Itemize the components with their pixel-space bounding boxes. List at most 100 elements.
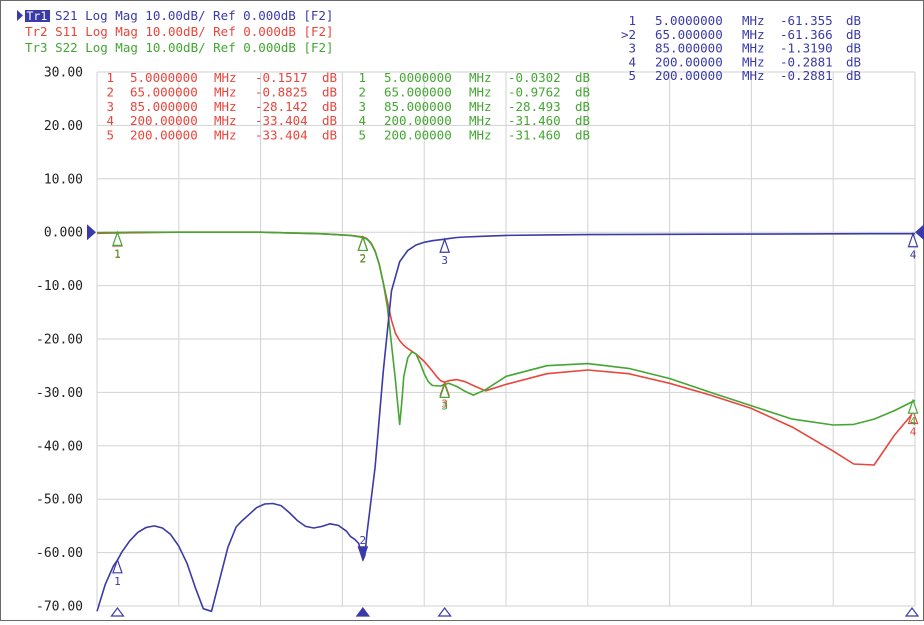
ref-level-left-arrow-icon xyxy=(87,224,96,241)
s21-marker-row-id: >2 xyxy=(621,27,636,42)
s22-marker-row-unit: MHz xyxy=(469,70,492,85)
s21-marker-row-freq: 200.00000 xyxy=(655,54,723,69)
marker-s22-3: 3 xyxy=(439,382,450,412)
trace-header-tr3[interactable]: Tr3 S22 Log Mag 10.00dB/ Ref 0.000dB [F2… xyxy=(25,40,334,55)
trace-header-block: Tr1 S21 Log Mag 10.00dB/ Ref 0.000dB [F2… xyxy=(17,8,334,55)
s11-marker-row-db: dB xyxy=(322,128,337,143)
s21-marker-row-value: -1.3190 xyxy=(780,41,833,56)
s11-marker-row-unit: MHz xyxy=(214,113,237,128)
s11-marker-row-unit: MHz xyxy=(214,128,237,143)
s11-marker-row-db: dB xyxy=(322,113,337,128)
s21-marker-row-value: -61.366 xyxy=(780,27,833,42)
s22-marker-row-value: -0.9762 xyxy=(508,84,561,99)
marker-3-label: 3 xyxy=(441,399,448,412)
s11-marker-row-db: dB xyxy=(322,99,337,114)
s21-marker-row-db: dB xyxy=(846,41,861,56)
s21-marker-row-id: 5 xyxy=(628,68,636,83)
marker-s21-3: 3 xyxy=(439,237,450,267)
marker-3-triangle-icon xyxy=(439,237,450,253)
marker-1-label: 1 xyxy=(114,575,121,588)
s11-marker-row-id: 3 xyxy=(106,99,114,114)
s21-marker-row-value: -61.355 xyxy=(780,13,833,28)
s22-marker-row-unit: MHz xyxy=(469,128,492,143)
marker-tables: 1 5.0000000 MHz -61.355 dB >2 65.000000 MHz -61.… xyxy=(106,13,861,143)
y-tick-label: -30.00 xyxy=(36,386,83,401)
marker-s22-4: 4 xyxy=(907,398,919,428)
s22-marker-row-value: -0.0302 xyxy=(508,70,561,85)
marker-2-triangle-icon xyxy=(357,546,369,562)
tr1-badge: Tr1 xyxy=(27,9,48,23)
s11-marker-row-id: 5 xyxy=(106,128,114,143)
s11-marker-row-id: 1 xyxy=(106,70,114,85)
s11-marker-row-freq: 200.00000 xyxy=(130,113,198,128)
s11-marker-row-freq: 200.00000 xyxy=(130,128,198,143)
s11-marker-row-value: -0.1517 xyxy=(255,70,308,85)
s22-marker-row-db: dB xyxy=(575,128,590,143)
marker-3-label: 3 xyxy=(441,254,448,267)
s21-marker-row-unit: MHz xyxy=(742,54,765,69)
s21-marker-row-freq: 200.00000 xyxy=(655,68,723,83)
s22-marker-row-db: dB xyxy=(575,113,590,128)
marker-4-triangle-icon xyxy=(907,231,919,248)
tr1-badge-box xyxy=(25,10,50,22)
trace-header-tr1[interactable]: Tr1 S21 Log Mag 10.00dB/ Ref 0.000dB [F2… xyxy=(17,8,333,23)
y-tick-label: 0.000 xyxy=(44,226,83,241)
stimulus-marker-icon xyxy=(437,607,452,617)
marker-2-label: 2 xyxy=(360,252,367,265)
y-tick-label: -40.00 xyxy=(36,439,83,454)
marker-2-label: 2 xyxy=(360,534,367,547)
s21-marker-row-unit: MHz xyxy=(742,41,765,56)
y-tick-label: 10.00 xyxy=(44,172,83,187)
marker-2-triangle-icon xyxy=(357,235,369,252)
s22-marker-row-unit: MHz xyxy=(469,99,492,114)
marker-s21-1: 1 xyxy=(112,558,123,588)
s11-marker-row-freq: 5.0000000 xyxy=(130,70,198,85)
s21-marker-row-freq: 5.0000000 xyxy=(655,13,723,28)
s21-marker-row-unit: MHz xyxy=(742,68,765,83)
s22-marker-row-id: 2 xyxy=(358,84,366,99)
marker-s22-1: 1 xyxy=(112,230,123,260)
ref-level-right-arrow-icon xyxy=(915,224,924,241)
s11-marker-row-id: 4 xyxy=(106,113,114,128)
s21-marker-row-freq: 85.000000 xyxy=(655,41,723,56)
s11-marker-row-value: -28.142 xyxy=(255,99,308,114)
s21-marker-row-unit: MHz xyxy=(742,27,765,42)
s21-marker-row-value: -0.2881 xyxy=(780,54,833,69)
s22-marker-row-freq: 200.00000 xyxy=(384,128,452,143)
s22-marker-row-id: 1 xyxy=(358,70,366,85)
s22-marker-row-id: 3 xyxy=(358,99,366,114)
s22-marker-row-db: dB xyxy=(575,70,590,85)
marker-4-label: 4 xyxy=(910,426,917,439)
s22-marker-row-id: 5 xyxy=(358,128,366,143)
s11-marker-row-db: dB xyxy=(322,70,337,85)
s11-marker-row-value: -0.8825 xyxy=(255,84,308,99)
s22-marker-row-db: dB xyxy=(575,84,590,99)
s11-marker-row-freq: 85.000000 xyxy=(130,99,198,114)
stimulus-marker-icon xyxy=(110,607,125,617)
y-tick-label: -70.00 xyxy=(36,600,83,615)
s11-marker-row-unit: MHz xyxy=(214,84,237,99)
y-tick-label: -20.00 xyxy=(36,333,83,348)
marker-3-label: 3 xyxy=(441,397,448,410)
marker-4-label: 4 xyxy=(910,415,917,428)
marker-s11-4: 4 xyxy=(907,408,919,439)
s21-marker-row-freq: 65.000000 xyxy=(655,27,723,42)
s22-marker-row-id: 4 xyxy=(358,113,366,128)
marker-s21-2: 2 xyxy=(357,534,369,562)
s22-marker-row-unit: MHz xyxy=(469,113,492,128)
marker-1-label: 1 xyxy=(114,248,121,261)
marker-s22-2: 2 xyxy=(357,235,369,265)
s21-marker-row-id: 3 xyxy=(628,41,636,56)
s21-marker-row-db: dB xyxy=(846,27,861,42)
s11-marker-row-id: 2 xyxy=(106,84,114,99)
s22-marker-row-db: dB xyxy=(575,99,590,114)
trace-header-tr2[interactable]: Tr2 S11 Log Mag 10.00dB/ Ref 0.000dB [F2… xyxy=(25,24,334,39)
s21-marker-row-db: dB xyxy=(846,54,861,69)
trace-s22 xyxy=(96,231,916,426)
s11-marker-row-unit: MHz xyxy=(214,99,237,114)
marker-4-triangle-icon xyxy=(907,408,919,425)
s21-marker-row-unit: MHz xyxy=(742,13,765,28)
